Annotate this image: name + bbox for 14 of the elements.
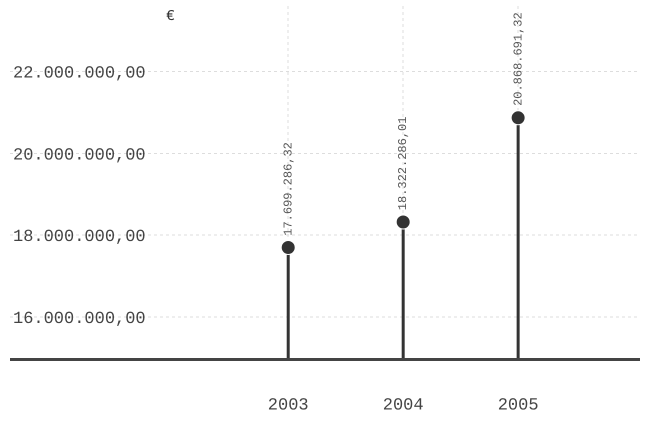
point — [396, 214, 411, 230]
x-tick-label: 2004 — [382, 396, 424, 416]
point — [280, 240, 296, 256]
x-tick-label: 2003 — [268, 396, 309, 416]
data-label: 20.868.691,32 — [511, 12, 526, 106]
data-label: 17.699.286,32 — [282, 142, 296, 236]
y-axis-title: € — [166, 8, 176, 25]
point — [510, 110, 526, 126]
y-tick-label: 16.000.000,00 — [13, 310, 146, 330]
data-label: 18.322.286,01 — [396, 116, 410, 210]
x-tick-label: 2005 — [498, 396, 539, 416]
y-tick-label: 22.000.000,00 — [13, 64, 146, 84]
y-tick-label: 20.000.000,00 — [13, 146, 146, 166]
y-tick-label: 18.000.000,00 — [13, 228, 146, 248]
